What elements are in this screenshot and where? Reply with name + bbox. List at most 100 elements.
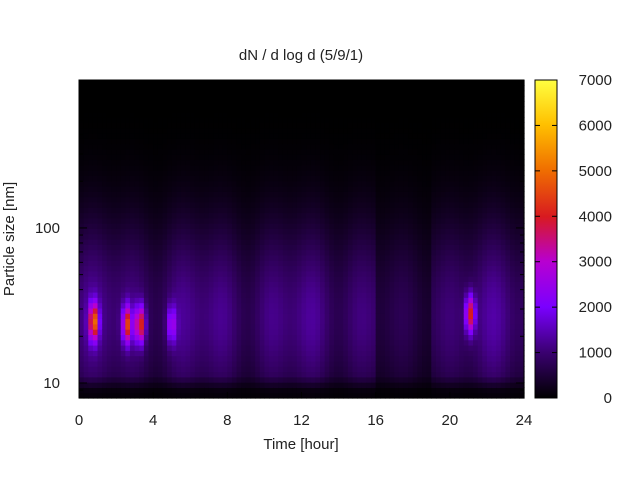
heatmap-cell — [380, 244, 386, 251]
heatmap-cell — [236, 170, 242, 176]
heatmap-cell — [380, 239, 386, 245]
heatmap-cell — [357, 159, 363, 166]
heatmap-cell — [162, 154, 168, 161]
heatmap-cell — [208, 329, 215, 335]
heatmap-cell — [153, 281, 159, 288]
heatmap-cell — [333, 180, 340, 187]
heatmap-cell — [282, 111, 289, 118]
heatmap-cell — [102, 148, 108, 155]
heatmap-cell — [227, 270, 233, 277]
heatmap-cell — [361, 122, 367, 129]
heatmap-cell — [282, 392, 289, 399]
heatmap-cell — [361, 366, 367, 373]
heatmap-cell — [116, 302, 122, 309]
heatmap-cell — [139, 122, 145, 129]
heatmap-cell — [282, 154, 289, 161]
heatmap-cell — [306, 334, 312, 341]
heatmap-cell — [315, 334, 321, 341]
heatmap-cell — [241, 387, 247, 394]
heatmap-cell — [79, 217, 85, 224]
heatmap-cell — [454, 223, 460, 229]
heatmap-cell — [269, 239, 275, 245]
heatmap-cell — [116, 233, 122, 240]
heatmap-cell — [190, 111, 196, 118]
heatmap-cell — [408, 138, 414, 145]
heatmap-cell — [97, 217, 103, 224]
heatmap-cell — [333, 239, 340, 245]
heatmap-cell — [292, 376, 298, 383]
heatmap-cell — [357, 265, 363, 272]
heatmap-cell — [347, 191, 354, 198]
heatmap-cell — [79, 228, 85, 235]
heatmap-cell — [129, 191, 136, 198]
heatmap-cell — [162, 254, 168, 261]
heatmap-cell — [125, 334, 131, 341]
heatmap-cell — [287, 127, 293, 134]
heatmap-cell — [97, 148, 103, 155]
heatmap-cell — [222, 387, 228, 394]
heatmap-cell — [440, 355, 446, 362]
heatmap-cell — [412, 201, 418, 208]
heatmap-cell — [255, 217, 261, 224]
heatmap-cell — [417, 138, 423, 145]
heatmap-cell — [384, 334, 391, 341]
heatmap-cell — [435, 318, 442, 325]
heatmap-cell — [190, 175, 196, 182]
heatmap-cell — [301, 313, 307, 320]
heatmap-cell — [371, 101, 377, 108]
heatmap-cell — [199, 111, 205, 118]
heatmap-cell — [292, 201, 298, 208]
heatmap-cell — [227, 281, 233, 288]
heatmap-cell — [384, 307, 391, 314]
heatmap-cell — [389, 186, 395, 192]
heatmap-cell — [343, 302, 349, 309]
heatmap-cell — [250, 387, 256, 394]
heatmap-cell — [278, 164, 284, 171]
heatmap-cell — [190, 307, 196, 314]
heatmap-cell — [250, 382, 256, 388]
heatmap-cell — [273, 207, 279, 214]
heatmap-cell — [380, 281, 386, 288]
heatmap-cell — [171, 334, 177, 341]
heatmap-cell — [111, 392, 117, 399]
heatmap-cell — [176, 117, 182, 123]
heatmap-cell — [134, 239, 140, 245]
heatmap-cell — [301, 143, 307, 150]
heatmap-cell — [204, 313, 210, 320]
heatmap-cell — [79, 101, 85, 108]
heatmap-cell — [435, 302, 442, 309]
heatmap-cell — [190, 122, 196, 129]
heatmap-cell — [278, 292, 284, 298]
heatmap-cell — [408, 101, 414, 108]
heatmap-cell — [83, 318, 89, 325]
heatmap-cell — [329, 80, 335, 86]
heatmap-cell — [282, 228, 289, 235]
heatmap-cell — [97, 201, 103, 208]
heatmap-cell — [148, 233, 154, 240]
heatmap-cell — [143, 159, 150, 166]
heatmap-cell — [180, 85, 187, 92]
heatmap-cell — [449, 292, 456, 298]
heatmap-cell — [394, 223, 400, 229]
heatmap-cell — [454, 371, 460, 378]
heatmap-cell — [125, 186, 131, 192]
heatmap-cell — [79, 106, 85, 113]
heatmap-cell — [278, 101, 284, 108]
heatmap-cell — [417, 276, 423, 282]
heatmap-cell — [204, 345, 210, 351]
heatmap-cell — [236, 111, 242, 118]
heatmap-cell — [250, 281, 256, 288]
heatmap-cell — [459, 101, 465, 108]
heatmap-cell — [431, 297, 437, 304]
heatmap-cell — [361, 307, 367, 314]
heatmap-cell — [111, 292, 117, 298]
heatmap-cell — [357, 180, 363, 187]
heatmap-cell — [97, 350, 103, 357]
heatmap-cell — [338, 249, 344, 256]
heatmap-cell — [162, 90, 168, 97]
heatmap-cell — [454, 186, 460, 192]
heatmap-cell — [222, 307, 228, 314]
heatmap-cell — [148, 323, 154, 330]
heatmap-cell — [324, 392, 330, 399]
heatmap-cell — [245, 106, 252, 113]
